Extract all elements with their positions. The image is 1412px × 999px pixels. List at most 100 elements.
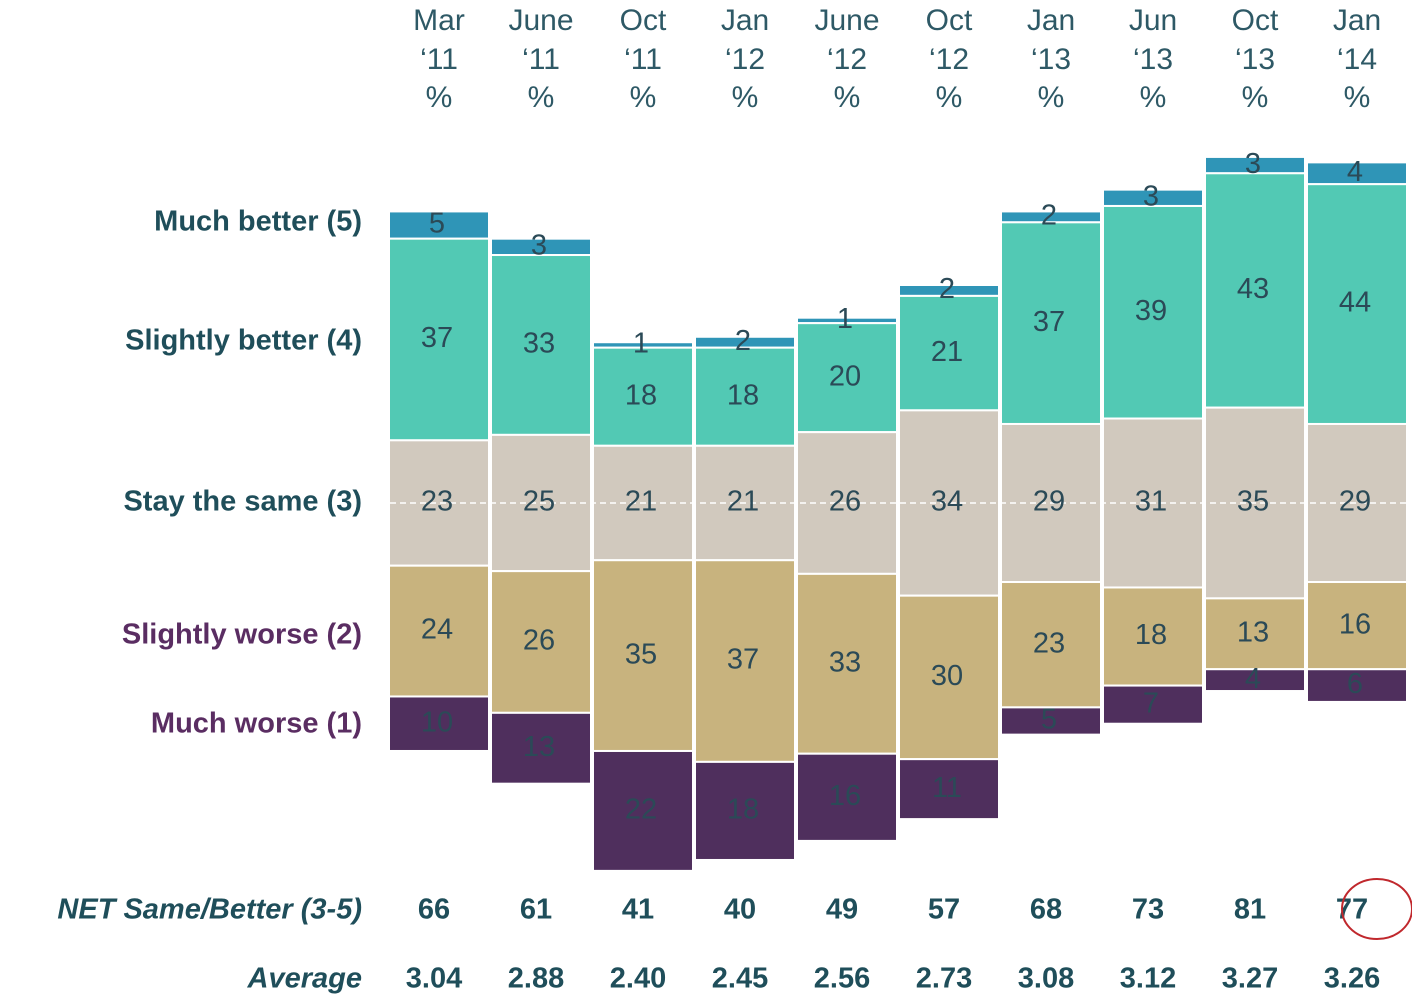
value-label: 5 [1041, 704, 1057, 736]
bar-segment [592, 559, 694, 752]
bar-segment [898, 758, 1000, 821]
column-header: ‘14 [1337, 43, 1377, 76]
bar-segment [694, 559, 796, 763]
row-label: Much better (5) [154, 206, 362, 238]
column-header: Jan [1333, 4, 1381, 37]
value-label: 13 [523, 731, 555, 763]
bar-segment [1306, 581, 1408, 671]
value-label: 4 [1347, 156, 1363, 188]
column-unit: % [732, 81, 759, 114]
row-label: NET Same/Better (3-5) [57, 894, 362, 926]
value-label: 44 [1339, 287, 1371, 319]
bar-segment [1306, 668, 1408, 703]
average-value: 2.73 [916, 963, 972, 995]
value-label: 21 [727, 486, 759, 518]
value-label: 33 [829, 646, 861, 678]
value-label: 43 [1237, 273, 1269, 305]
value-label: 2 [939, 273, 955, 305]
value-label: 7 [1143, 687, 1159, 719]
column-unit: % [1344, 81, 1371, 114]
column-header: Oct [926, 4, 973, 37]
column-header: ‘11 [522, 43, 560, 76]
value-label: 23 [1033, 627, 1065, 659]
bar-segment [1102, 586, 1204, 687]
value-label: 18 [625, 379, 657, 411]
column-header: June [508, 4, 573, 37]
net-value: 81 [1234, 894, 1266, 926]
column-header: ‘12 [725, 43, 765, 76]
value-label: 30 [931, 660, 963, 692]
value-label: 33 [523, 328, 555, 360]
value-label: 37 [727, 644, 759, 676]
value-label: 1 [837, 303, 853, 335]
bar-segment [1000, 706, 1102, 736]
column-unit: % [426, 81, 453, 114]
net-value: 68 [1030, 894, 1062, 926]
value-label: 23 [421, 486, 453, 518]
value-label: 35 [1237, 486, 1269, 518]
value-label: 37 [1033, 306, 1065, 338]
average-value: 2.40 [610, 963, 666, 995]
bar-segment [592, 346, 694, 447]
column-unit: % [834, 81, 861, 114]
bar-segment [898, 594, 1000, 761]
value-label: 21 [625, 486, 657, 518]
column-unit: % [528, 81, 555, 114]
row-label: Slightly better (4) [125, 325, 362, 357]
value-label: 3 [531, 230, 547, 262]
net-value: 41 [622, 894, 654, 926]
value-label: 18 [727, 379, 759, 411]
value-label: 18 [1135, 619, 1167, 651]
column-header: ‘11 [624, 43, 662, 76]
column-header: Jan [1027, 4, 1075, 37]
column-header: ‘13 [1031, 43, 1071, 76]
value-label: 35 [625, 638, 657, 670]
value-label: 24 [421, 614, 453, 646]
bar-segment [490, 711, 592, 785]
average-value: 3.04 [406, 963, 462, 995]
column-header: ‘12 [827, 43, 867, 76]
column-unit: % [630, 81, 657, 114]
column-header: ‘13 [1133, 43, 1173, 76]
value-label: 31 [1135, 486, 1167, 518]
value-label: 18 [727, 794, 759, 826]
column-header: Oct [620, 4, 667, 37]
bar-segment [796, 322, 898, 434]
value-label: 3 [1143, 180, 1159, 212]
value-label: 6 [1347, 668, 1363, 700]
bar-segment [388, 564, 490, 698]
column-header: Mar [413, 4, 465, 37]
column-header: Jan [721, 4, 769, 37]
bar-segment [694, 760, 796, 861]
value-label: 39 [1135, 295, 1167, 327]
bar-segment [796, 752, 898, 842]
average-value: 3.12 [1120, 963, 1176, 995]
net-value: 66 [418, 894, 450, 926]
row-label: Much worse (1) [151, 708, 362, 740]
row-label: Average [247, 963, 362, 995]
value-label: 37 [421, 322, 453, 354]
value-label: 11 [932, 772, 962, 804]
net-value: 73 [1132, 894, 1164, 926]
net-value: 77 [1336, 894, 1368, 926]
bar-segment [1204, 668, 1306, 693]
average-value: 3.26 [1324, 963, 1380, 995]
value-label: 25 [523, 486, 555, 518]
net-value: 49 [826, 894, 858, 926]
bar-segment [1204, 172, 1306, 409]
column-unit: % [1140, 81, 1167, 114]
bar-segment [1102, 204, 1204, 420]
column-header: Jun [1129, 4, 1177, 37]
value-label: 1 [633, 328, 649, 360]
column-unit: % [1242, 81, 1269, 114]
value-label: 2 [735, 325, 751, 357]
bar-segment [694, 346, 796, 447]
value-label: 5 [429, 208, 445, 240]
bar-segment [1204, 597, 1306, 671]
row-label: Stay the same (3) [123, 486, 362, 518]
value-label: 26 [829, 486, 861, 518]
value-label: 10 [421, 706, 453, 738]
value-label: 21 [931, 336, 963, 368]
value-label: 22 [625, 794, 657, 826]
